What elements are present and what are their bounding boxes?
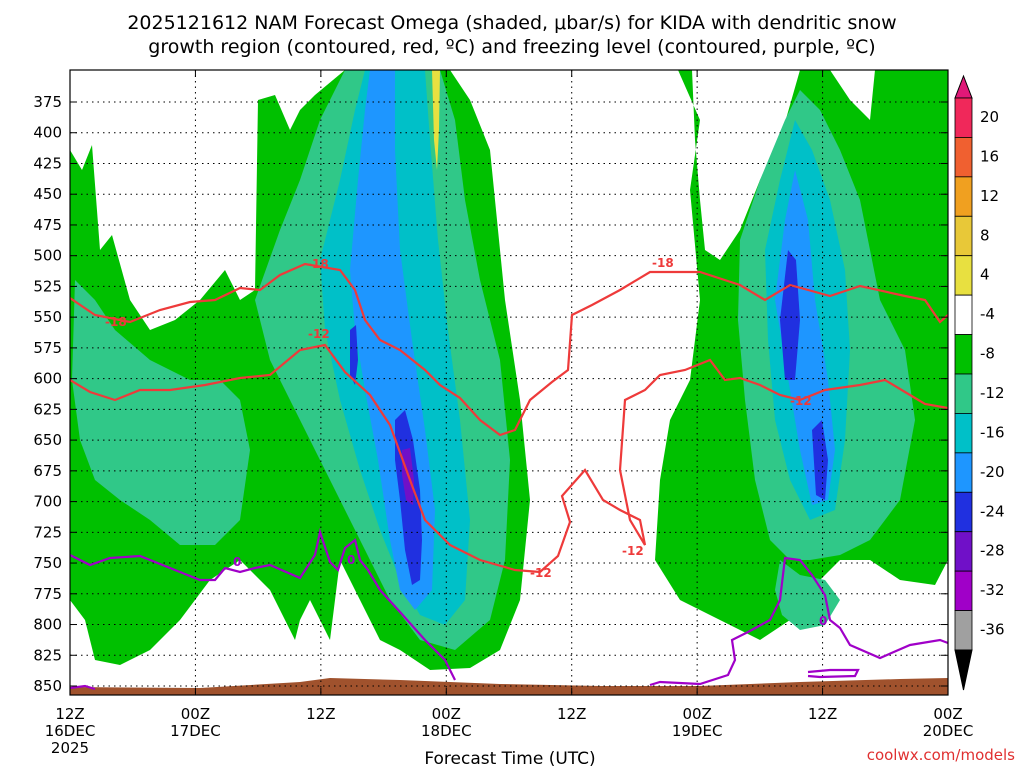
y-tick-label-675: 675 xyxy=(33,462,62,480)
y-tick-label-475: 475 xyxy=(33,216,62,234)
colorbar-label-4: 4 xyxy=(980,266,990,284)
y-tick-label-500: 500 xyxy=(33,247,62,265)
colorbar-label-10: -24 xyxy=(980,502,1005,520)
colorbar-swatch-13 xyxy=(954,610,973,651)
y-tick-label-850: 850 xyxy=(33,677,62,695)
colorbar-swatch-5 xyxy=(954,294,973,335)
colorbar-swatch-7 xyxy=(954,373,973,414)
y-tick-label-775: 775 xyxy=(33,585,62,603)
colorbar: 20 16 12 8 4 -4 -8 -12 -16 -20 -24 -28 -32 -36 xyxy=(954,74,1005,691)
x-tick-label-72-1: 12Z xyxy=(808,705,837,723)
colorbar-arrow-bottom xyxy=(954,649,973,691)
y-tick-label-800: 800 xyxy=(33,616,62,634)
y-tick-label-625: 625 xyxy=(33,400,62,418)
shade-teal-bottom-right xyxy=(775,560,840,630)
colorbar-label-6: -8 xyxy=(980,345,995,363)
y-tick-label-725: 725 xyxy=(33,523,62,541)
colorbar-label-12: -32 xyxy=(980,581,1005,599)
shade-teal-left xyxy=(72,280,250,545)
colorbar-label-11: -28 xyxy=(980,542,1005,560)
y-tick-label-750: 750 xyxy=(33,554,62,572)
colorbar-swatch-1 xyxy=(954,137,973,178)
x-tick-label-0-3: 2025 xyxy=(51,739,89,757)
x-tick-label-12-1: 00Z xyxy=(181,705,210,723)
colorbar-swatch-0 xyxy=(954,97,973,138)
omega-shading xyxy=(70,70,948,695)
y-tick-label-550: 550 xyxy=(33,308,62,326)
x-axis-label: Forecast Time (UTC) xyxy=(424,749,595,768)
shade-yellow-1 xyxy=(432,70,440,170)
y-tick-label-525: 525 xyxy=(33,277,62,295)
y-tick-label-650: 650 xyxy=(33,431,62,449)
colorbar-label-8: -16 xyxy=(980,423,1005,441)
y-tick-label-700: 700 xyxy=(33,493,62,511)
label-purple-0-a: 0 xyxy=(233,555,241,569)
y-tick-label-600: 600 xyxy=(33,370,62,388)
colorbar-label-7: -12 xyxy=(980,384,1005,402)
x-tick-label-60-2: 19DEC xyxy=(672,722,723,740)
label-purple-0-b: 0 xyxy=(347,553,355,567)
plot-frame xyxy=(69,69,949,696)
colorbar-swatch-8 xyxy=(954,413,973,454)
x-tick-label-84-2: 20DEC xyxy=(923,722,974,740)
contour-layer xyxy=(70,262,948,691)
contour-purple-0-left-bottom xyxy=(70,684,96,691)
credit-text: coolwx.com/models xyxy=(867,746,1015,764)
y-tick-label-375: 375 xyxy=(33,93,62,111)
x-tick-label-48-1: 12Z xyxy=(557,705,586,723)
x-tick-label-24-1: 12Z xyxy=(306,705,335,723)
contour-labels: -18 -18 -18 -12 -12 -12 -12 0 0 0 xyxy=(105,256,827,628)
colorbar-label-1: 16 xyxy=(980,147,999,165)
colorbar-swatch-6 xyxy=(954,334,973,375)
label-red-minus12-d: -12 xyxy=(790,394,812,408)
colorbar-swatch-12 xyxy=(954,570,973,611)
x-tick-label-84-1: 00Z xyxy=(933,705,962,723)
colorbar-arrow-top xyxy=(954,74,973,99)
label-red-minus12-b: -12 xyxy=(530,566,552,580)
y-tick-label-575: 575 xyxy=(33,339,62,357)
label-purple-0-c: 0 xyxy=(819,614,827,628)
y-tick-label-400: 400 xyxy=(33,124,62,142)
x-tick-label-12-2: 17DEC xyxy=(170,722,221,740)
label-red-minus18-c: -18 xyxy=(652,256,674,270)
x-tick-label-60-1: 00Z xyxy=(682,705,711,723)
colorbar-swatch-2 xyxy=(954,176,973,217)
x-tick-label-0-2: 16DEC xyxy=(45,722,96,740)
contour-purple-0-small xyxy=(807,668,860,679)
colorbar-label-0: 20 xyxy=(980,108,999,126)
colorbar-label-13: -36 xyxy=(980,621,1005,639)
colorbar-label-2: 12 xyxy=(980,187,999,205)
contour-red-minus18 xyxy=(70,262,948,437)
chart-title-line2: growth region (contoured, red, ºC) and f… xyxy=(148,36,875,58)
colorbar-label-3: 8 xyxy=(980,226,990,244)
colorbar-swatch-4 xyxy=(954,255,973,296)
label-red-minus12-a: -12 xyxy=(308,327,330,341)
terrain xyxy=(70,678,948,695)
y-tick-label-425: 425 xyxy=(33,154,62,172)
contour-purple-0 xyxy=(70,527,456,681)
y-tick-label-450: 450 xyxy=(33,185,62,203)
y-tick-label-825: 825 xyxy=(33,646,62,664)
colorbar-swatch-11 xyxy=(954,531,973,572)
colorbar-label-5: -4 xyxy=(980,305,995,323)
colorbar-swatch-3 xyxy=(954,215,973,257)
y-axis: 375 400 425 450 475 500 525 550 575 600 625 650 675 7… xyxy=(33,93,948,695)
colorbar-swatch-9 xyxy=(954,452,973,493)
x-tick-label-36-2: 18DEC xyxy=(421,722,472,740)
chart-title-line1: 2025121612 NAM Forecast Omega (shaded, μ… xyxy=(127,12,896,34)
x-tick-label-36-1: 00Z xyxy=(432,705,461,723)
colorbar-swatch-10 xyxy=(954,491,973,533)
colorbar-label-9: -20 xyxy=(980,463,1005,481)
label-red-minus12-c: -12 xyxy=(622,544,644,558)
shade-darkblue-1b xyxy=(350,325,358,385)
contour-red-minus12 xyxy=(70,343,948,574)
label-red-minus18-a: -18 xyxy=(105,315,127,329)
contour-purple-0-right xyxy=(649,556,948,687)
label-red-minus18-b: -18 xyxy=(307,257,329,271)
x-tick-label-0-1: 12Z xyxy=(55,705,84,723)
